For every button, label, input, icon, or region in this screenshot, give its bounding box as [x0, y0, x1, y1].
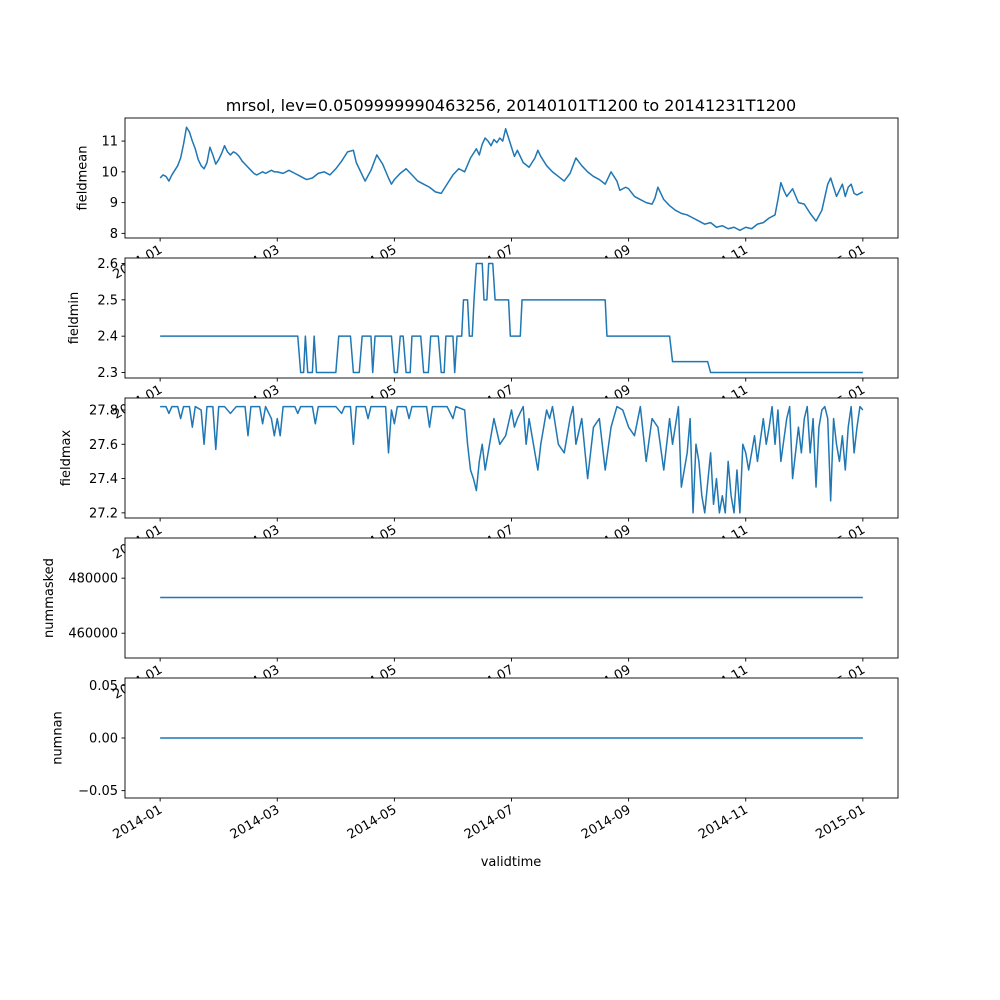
subplot-2-bg	[125, 398, 898, 518]
subplot-4-xtick-label: 2014-05	[345, 802, 400, 842]
subplot-3-ytick-label: 460000	[68, 627, 118, 642]
subplot-0-ytick-label: 10	[101, 165, 118, 180]
x-axis-label: validtime	[481, 855, 542, 870]
subplot-2-ylabel: fieldmax	[59, 430, 74, 487]
subplot-2-ytick-label: 27.8	[89, 404, 118, 419]
subplot-1-ytick-label: 2.6	[97, 257, 118, 272]
subplot-0-ytick-label: 11	[101, 135, 118, 150]
subplot-4-xtick-label: 2014-11	[696, 802, 751, 842]
subplot-0-ytick-label: 8	[110, 227, 118, 242]
subplot-0-bg	[125, 118, 898, 238]
subplot-4-xtick-label: 2014-09	[579, 802, 634, 842]
subplot-4-ytick-label: 0.05	[89, 679, 118, 694]
subplot-4-xtick-label: 2014-03	[228, 802, 283, 842]
subplot-0-line-fieldmean	[159, 126, 864, 232]
subplot-2-ytick-label: 27.6	[89, 438, 118, 453]
subplot-1-bg	[125, 258, 898, 378]
subplot-4-xtick-label: 2014-01	[111, 802, 166, 842]
subplot-0-ytick-label: 9	[110, 196, 118, 211]
subplot-4-xtick-label: 2014-07	[462, 802, 517, 842]
subplot-4-xtick-label: 2015-01	[813, 802, 868, 842]
subplot-1-ylabel: fieldmin	[67, 292, 82, 345]
subplot-1-ytick-label: 2.3	[97, 366, 118, 381]
subplot-4-ylabel: numnan	[51, 711, 66, 765]
subplot-2-ytick-label: 27.4	[89, 472, 118, 487]
subplots-group: 8 9 10 11 fieldmean 2014-01 2014-03 2014-05 2014…	[42, 117, 899, 843]
subplot-1-line-fieldmin	[160, 262, 863, 374]
subplot-0-ylabel: fieldmean	[75, 146, 90, 211]
subplot-3-ytick-label: 480000	[68, 572, 118, 587]
subplot-1-ytick-label: 2.4	[97, 330, 118, 345]
subplot-4-ytick-label: −0.05	[78, 784, 118, 799]
subplot-4-ytick-label: 0.00	[89, 732, 118, 747]
subplot-3-ylabel: nummasked	[42, 558, 57, 638]
subplot-2-ytick-label: 27.2	[89, 506, 118, 521]
subplot-2-line-fieldmax	[160, 405, 864, 514]
subplot-1-ytick-label: 2.5	[97, 293, 118, 308]
figure-title: mrsol, lev=0.0509999990463256, 20140101T…	[226, 96, 796, 115]
